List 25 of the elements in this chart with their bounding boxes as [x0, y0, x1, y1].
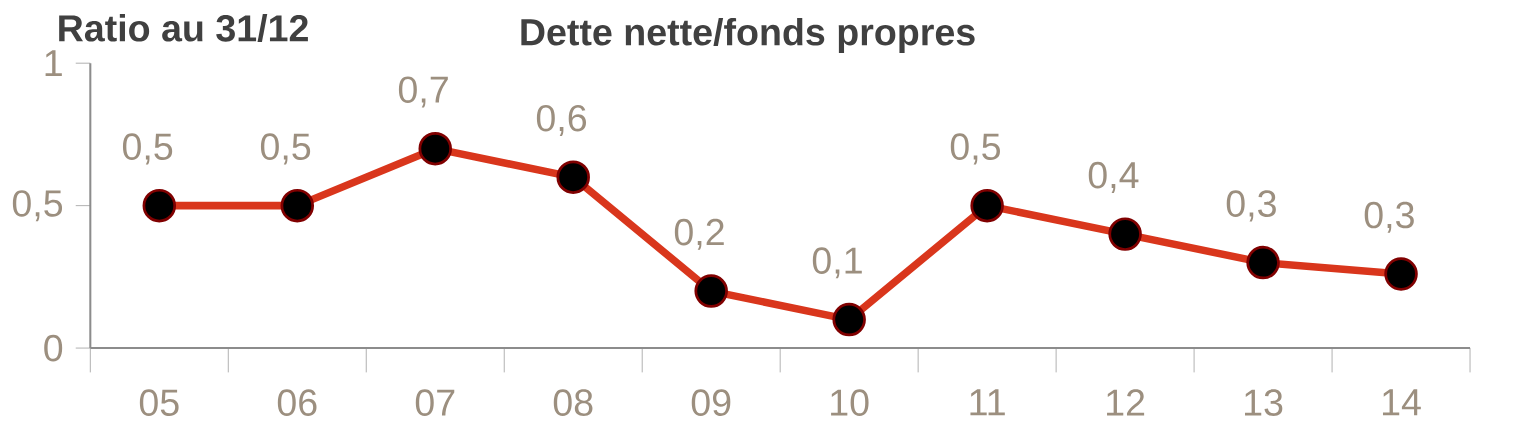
data-label: 0,1	[812, 247, 862, 279]
x-tick-label: 07	[415, 389, 455, 416]
data-label: 0,4	[1088, 161, 1139, 193]
text: Ratio au 31/12	[59, 13, 308, 42]
data-label: 0,7	[398, 76, 448, 108]
x-tick-label: 05	[139, 389, 179, 416]
y-tick-label: 1	[45, 50, 62, 76]
x-tick-label: 08	[553, 389, 593, 416]
x-tick-label: 11	[970, 389, 1005, 416]
chart-title: Dette nette/fonds propres	[521, 17, 975, 53]
y-tick-label: 0	[44, 334, 63, 362]
data-label: 0,5	[950, 133, 1000, 165]
data-label: 0,5	[260, 133, 311, 165]
x-tick-label: 12	[1107, 389, 1145, 416]
data-label: 0,3	[1364, 201, 1414, 233]
data-label: 0,5	[122, 133, 173, 165]
data-label: 0,2	[674, 218, 724, 250]
y-tick-label: 0,5	[12, 189, 63, 222]
x-tick-label: 06	[277, 389, 317, 416]
data-label: 0,6	[536, 104, 587, 136]
x-tick-label: 09	[691, 389, 731, 416]
data-label: 0,3	[1226, 190, 1276, 222]
x-tick-label: 13	[1245, 389, 1283, 416]
x-tick-label: 10	[831, 389, 869, 416]
x-tick-label: 14	[1382, 389, 1421, 416]
